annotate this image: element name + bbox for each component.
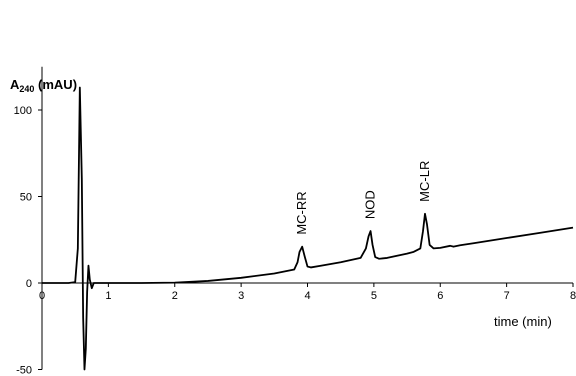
tick-labels: 0 1 2 3 4 5 6 7 8 -50 0 50 100 <box>14 105 576 376</box>
y-axis-title: A240 (mAU) <box>10 77 77 94</box>
x-tick-label: 8 <box>570 290 576 302</box>
peak-label: NOD <box>363 190 378 219</box>
peak-label: MC-LR <box>417 161 432 202</box>
x-tick-label: 5 <box>371 290 377 302</box>
y-axis-title-sub: 240 <box>19 84 34 94</box>
y-tick-label: 100 <box>14 105 32 117</box>
x-tick-label: 4 <box>304 290 310 302</box>
peak-label: MC-RR <box>294 191 309 234</box>
peak-annotations: MC-RR NOD MC-LR <box>294 161 432 235</box>
x-axis-title: time (min) <box>494 314 552 329</box>
x-tick-label: 6 <box>437 290 443 302</box>
y-axis-title-unit: (mAU) <box>34 77 77 92</box>
x-tick-label: 0 <box>39 290 45 302</box>
series-line <box>42 86 574 371</box>
y-tick-label: 0 <box>26 278 32 290</box>
x-tick-label: 2 <box>172 290 178 302</box>
tick-marks <box>38 109 574 370</box>
y-tick-label: 50 <box>20 192 32 204</box>
x-tick-label: 1 <box>105 290 111 302</box>
y-axis-title-main: A <box>10 77 20 92</box>
x-tick-label: 3 <box>238 290 244 302</box>
x-tick-label: 7 <box>504 290 510 302</box>
y-tick-label: -50 <box>16 365 32 376</box>
